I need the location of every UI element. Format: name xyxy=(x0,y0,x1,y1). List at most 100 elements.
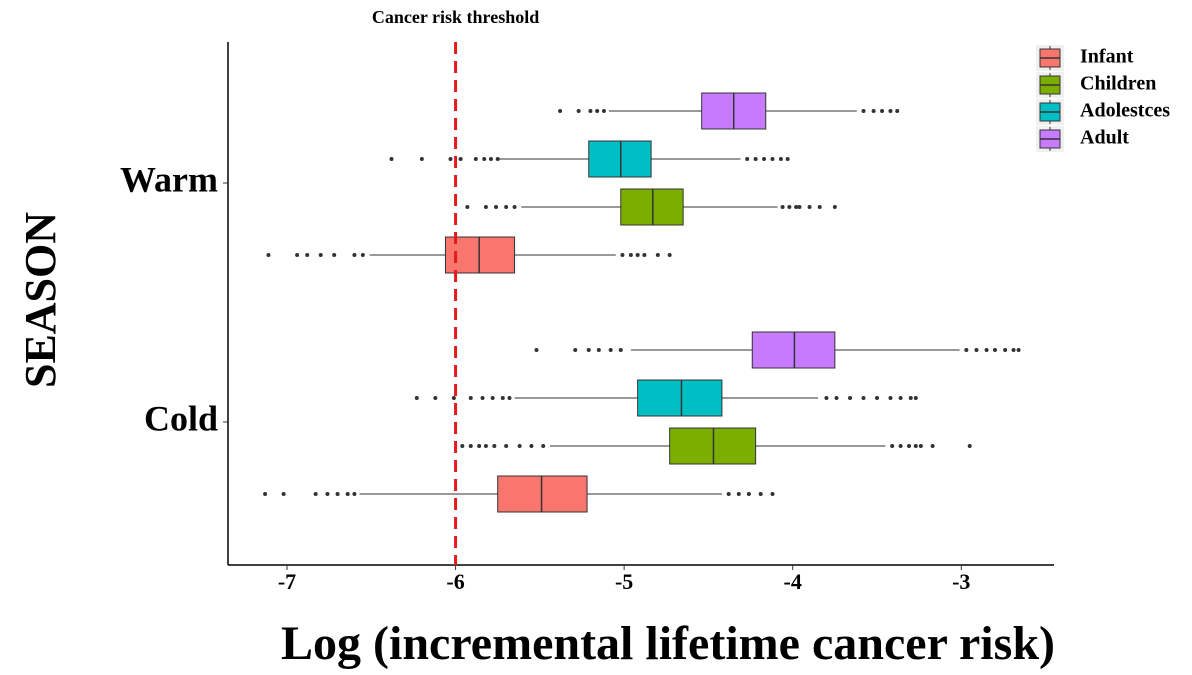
outlier xyxy=(908,396,913,400)
legend-label: Adult xyxy=(1080,127,1129,149)
outlier xyxy=(642,253,647,257)
outlier xyxy=(601,109,606,113)
box xyxy=(620,188,684,226)
outlier xyxy=(295,253,300,257)
outlier xyxy=(266,253,271,257)
outlier xyxy=(588,109,593,113)
outlier xyxy=(770,157,775,161)
outlier xyxy=(608,348,613,352)
outlier xyxy=(433,396,438,400)
outlier xyxy=(780,205,785,209)
outlier xyxy=(263,492,268,496)
outlier xyxy=(848,396,853,400)
outlier xyxy=(913,396,918,400)
outlier xyxy=(1016,348,1021,352)
outlier xyxy=(318,253,323,257)
outlier xyxy=(576,109,581,113)
outlier xyxy=(895,109,900,113)
outlier xyxy=(473,157,478,161)
outlier xyxy=(480,396,485,400)
outlier xyxy=(507,396,512,400)
y-tick-label: Warm xyxy=(120,159,218,199)
outlier xyxy=(964,348,969,352)
outlier xyxy=(888,396,893,400)
outlier xyxy=(281,492,286,496)
legend-label: Infant xyxy=(1080,46,1134,68)
outlier xyxy=(512,205,517,209)
outlier xyxy=(785,157,790,161)
outlier xyxy=(913,444,918,448)
outlier xyxy=(596,348,601,352)
box xyxy=(588,140,652,178)
outlier xyxy=(595,109,600,113)
outlier xyxy=(628,253,633,257)
threshold-label: Cancer risk threshold xyxy=(372,7,539,27)
outlier xyxy=(477,444,482,448)
outlier xyxy=(352,253,357,257)
outlier xyxy=(974,348,979,352)
box xyxy=(497,475,588,513)
box xyxy=(669,427,757,465)
outlier xyxy=(618,348,623,352)
outlier xyxy=(888,109,893,113)
outlier xyxy=(667,253,672,257)
outlier xyxy=(907,444,912,448)
outlier xyxy=(468,444,473,448)
outlier xyxy=(448,157,453,161)
outlier xyxy=(389,157,394,161)
outlier xyxy=(880,109,885,113)
outlier xyxy=(758,492,763,496)
outlier xyxy=(517,444,522,448)
outlier xyxy=(770,492,775,496)
outlier xyxy=(746,492,751,496)
outlier xyxy=(482,157,487,161)
outlier xyxy=(1011,348,1016,352)
x-tick-label: -7 xyxy=(278,569,296,594)
legend-label: Children xyxy=(1080,73,1156,95)
outlier xyxy=(360,253,365,257)
outlier xyxy=(890,444,895,448)
outlier xyxy=(762,157,767,161)
outlier xyxy=(558,109,563,113)
x-tick-label: -5 xyxy=(615,569,633,594)
outlier xyxy=(460,444,465,448)
outlier xyxy=(534,348,539,352)
outlier xyxy=(313,492,318,496)
outlier xyxy=(451,396,456,400)
outlier xyxy=(967,444,972,448)
outlier xyxy=(871,109,876,113)
outlier xyxy=(529,444,534,448)
outlier xyxy=(332,253,337,257)
outlier xyxy=(465,205,470,209)
x-tick-label: -4 xyxy=(784,569,802,594)
outlier xyxy=(488,157,493,161)
outlier xyxy=(745,157,750,161)
outlier xyxy=(541,444,546,448)
outlier xyxy=(573,348,578,352)
outlier xyxy=(797,205,802,209)
outlier xyxy=(483,205,488,209)
outlier xyxy=(726,492,731,496)
outlier xyxy=(807,205,812,209)
outlier xyxy=(490,396,495,400)
outlier xyxy=(494,205,499,209)
outlier xyxy=(778,157,783,161)
outlier xyxy=(984,348,989,352)
outlier xyxy=(504,205,509,209)
outlier xyxy=(345,492,350,496)
outlier xyxy=(586,348,591,352)
outlier xyxy=(352,492,357,496)
outlier xyxy=(635,253,640,257)
outlier xyxy=(861,109,866,113)
outlier xyxy=(736,492,741,496)
x-tick-label: -3 xyxy=(952,569,970,594)
y-tick-label: Cold xyxy=(144,398,218,438)
legend-label: Adolestces xyxy=(1080,100,1170,122)
outlier xyxy=(898,396,903,400)
outlier xyxy=(898,444,903,448)
outlier xyxy=(305,253,310,257)
box xyxy=(751,331,836,369)
outlier xyxy=(832,205,837,209)
outlier xyxy=(335,492,340,496)
